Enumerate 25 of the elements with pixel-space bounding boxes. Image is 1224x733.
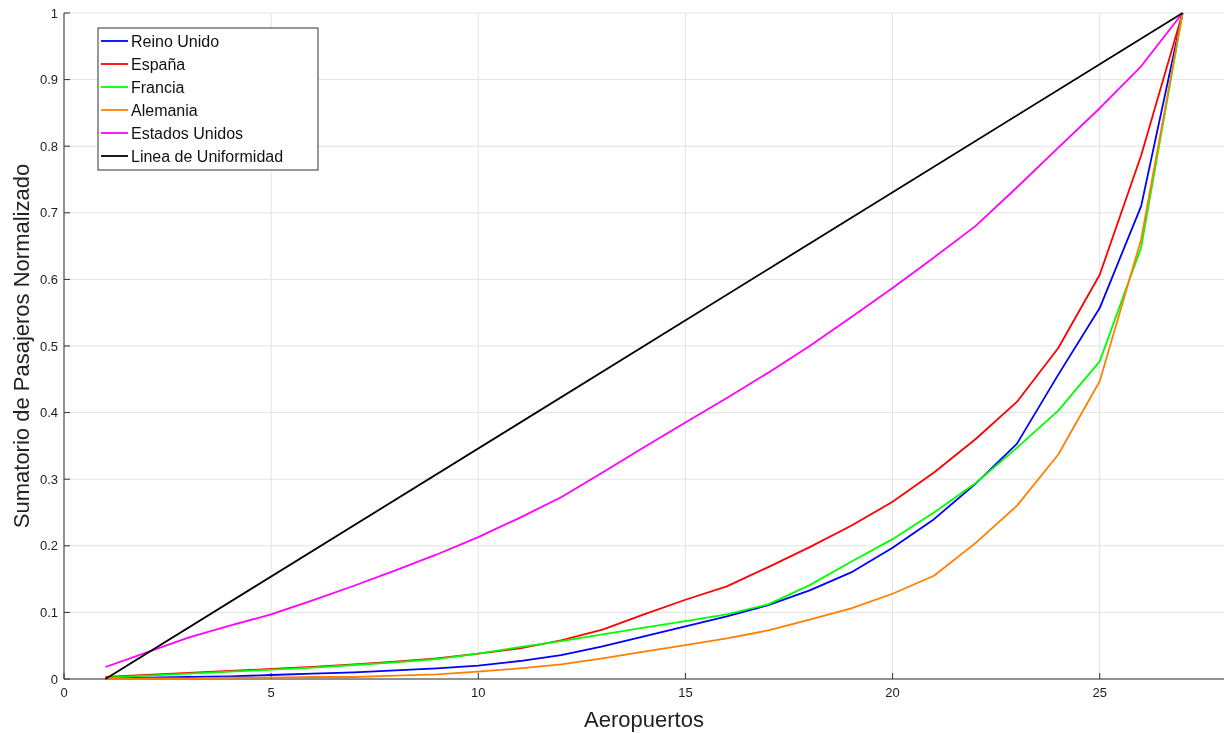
x-axis-title: Aeropuertos xyxy=(584,707,704,732)
y-tick-label: 0.1 xyxy=(39,604,58,620)
x-tick-label: 10 xyxy=(471,685,486,700)
y-tick-label: 0.2 xyxy=(39,538,58,554)
y-tick-label: 0.8 xyxy=(39,138,58,154)
legend-label: Linea de Uniformidad xyxy=(131,148,284,165)
legend-label: España xyxy=(131,56,186,73)
y-tick-label: 0.3 xyxy=(39,471,58,487)
legend-label: Francia xyxy=(131,79,185,96)
x-tick-label: 25 xyxy=(1092,685,1107,700)
legend-label: Alemania xyxy=(131,102,198,119)
x-tick-label: 20 xyxy=(885,685,900,700)
x-tick-label: 15 xyxy=(678,685,693,700)
y-axis-title: Sumatorio de Pasajeros Normalizado xyxy=(9,163,34,529)
y-tick-label: 0 xyxy=(50,671,58,687)
y-tick-label: 1 xyxy=(50,5,58,21)
y-tick-label: 0.5 xyxy=(39,338,58,354)
y-tick-label: 0.9 xyxy=(39,72,58,88)
legend-label: Reino Unido xyxy=(131,33,220,50)
x-tick-label: 0 xyxy=(60,685,68,700)
legend-label: Estados Unidos xyxy=(131,125,244,142)
y-tick-label: 0.4 xyxy=(39,405,58,421)
y-tick-label: 0.7 xyxy=(39,205,58,221)
x-tick-label: 5 xyxy=(267,685,275,700)
y-tick-label: 0.6 xyxy=(39,271,58,287)
